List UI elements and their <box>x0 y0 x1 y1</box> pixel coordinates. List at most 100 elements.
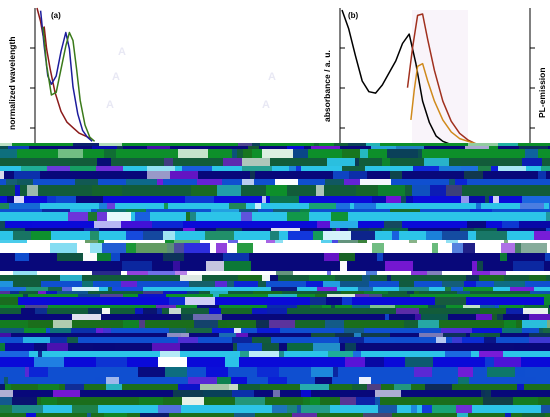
noise-block <box>352 305 370 308</box>
noise-block <box>372 196 386 203</box>
noise-block <box>157 308 162 314</box>
noise-block <box>436 337 446 343</box>
noise-block <box>522 413 545 417</box>
noise-block <box>242 158 270 166</box>
noise-block <box>217 185 241 196</box>
noise-block <box>491 166 498 171</box>
noise-block <box>358 240 367 243</box>
noise-block <box>355 158 359 166</box>
noise-block <box>498 143 518 146</box>
noise-block <box>521 243 547 253</box>
noise-block <box>48 287 62 291</box>
noise-block <box>303 397 310 405</box>
noise-block <box>415 314 421 320</box>
noise-block <box>219 333 236 337</box>
noise-block <box>127 271 148 275</box>
noise-block <box>534 231 550 240</box>
noise-block <box>311 146 340 149</box>
noise-block <box>375 390 401 397</box>
noise-block <box>163 253 184 261</box>
noise-block <box>378 405 397 413</box>
noise-block <box>158 405 181 413</box>
noise-block <box>117 146 123 149</box>
noise-block <box>126 243 136 253</box>
noise-block <box>267 305 297 308</box>
noise-block <box>164 158 173 166</box>
noise-stripe <box>0 203 550 209</box>
noise-block <box>163 231 175 240</box>
noise-block <box>135 212 150 221</box>
noise-block <box>530 291 550 294</box>
noise-block <box>468 231 476 240</box>
noise-block <box>127 357 158 367</box>
noise-block <box>193 314 222 320</box>
noise-block <box>301 390 311 397</box>
noise-stripe <box>0 357 550 367</box>
noise-block <box>317 287 337 291</box>
noise-block <box>378 185 405 196</box>
noise-block <box>426 231 442 240</box>
noise-block <box>70 209 91 212</box>
noise-block <box>297 305 310 308</box>
noise-block <box>210 405 227 413</box>
noise-block <box>97 253 111 261</box>
noise-block <box>446 240 458 243</box>
noise-block <box>29 367 48 377</box>
noise-block <box>369 228 382 231</box>
noise-block <box>266 240 275 243</box>
noise-block <box>262 343 279 351</box>
noise-block <box>123 320 139 328</box>
noise-stripe <box>0 297 550 305</box>
noise-block <box>310 297 326 305</box>
noise-block <box>504 240 508 243</box>
noise-block <box>273 390 280 397</box>
noise-block <box>23 294 28 297</box>
noise-block <box>185 297 215 305</box>
noise-block <box>272 405 287 413</box>
noise-block <box>275 240 283 243</box>
noise-block <box>344 328 364 333</box>
noise-block <box>394 384 411 390</box>
noise-block <box>270 231 279 240</box>
noise-block <box>431 240 440 243</box>
noise-block <box>445 351 471 357</box>
noise-block <box>366 308 396 314</box>
noise-block <box>270 275 278 281</box>
noise-block <box>359 377 371 384</box>
noise-block <box>243 149 252 158</box>
noise-block <box>217 377 231 384</box>
noise-block <box>522 320 547 328</box>
noise-block <box>339 253 355 261</box>
noise-block <box>311 333 335 337</box>
noise-block <box>0 405 12 413</box>
noise-block <box>0 240 27 243</box>
noise-block <box>203 390 232 397</box>
noise-block <box>147 146 170 149</box>
noise-block <box>435 297 466 305</box>
noise-block <box>406 196 413 203</box>
noise-block <box>184 243 210 253</box>
noise-block <box>253 291 282 294</box>
noise-block <box>5 221 32 228</box>
noise-block <box>366 143 380 146</box>
noise-block <box>237 343 262 351</box>
noise-block <box>242 179 254 185</box>
noise-block <box>160 351 180 357</box>
noise-block <box>476 314 492 320</box>
noise-block <box>169 308 181 314</box>
noise-block <box>514 343 520 351</box>
noise-stripe <box>0 333 550 337</box>
noise-block <box>476 203 481 209</box>
noise-block <box>370 305 395 308</box>
noise-block <box>519 146 548 149</box>
noise-block <box>476 231 507 240</box>
noise-block <box>107 212 131 221</box>
noise-block <box>355 294 369 297</box>
noise-block <box>185 196 214 203</box>
noise-block <box>270 158 285 166</box>
watermark-glyph: A <box>268 71 276 83</box>
noise-block <box>165 240 174 243</box>
noise-block <box>167 333 181 337</box>
noise-block <box>485 390 491 397</box>
